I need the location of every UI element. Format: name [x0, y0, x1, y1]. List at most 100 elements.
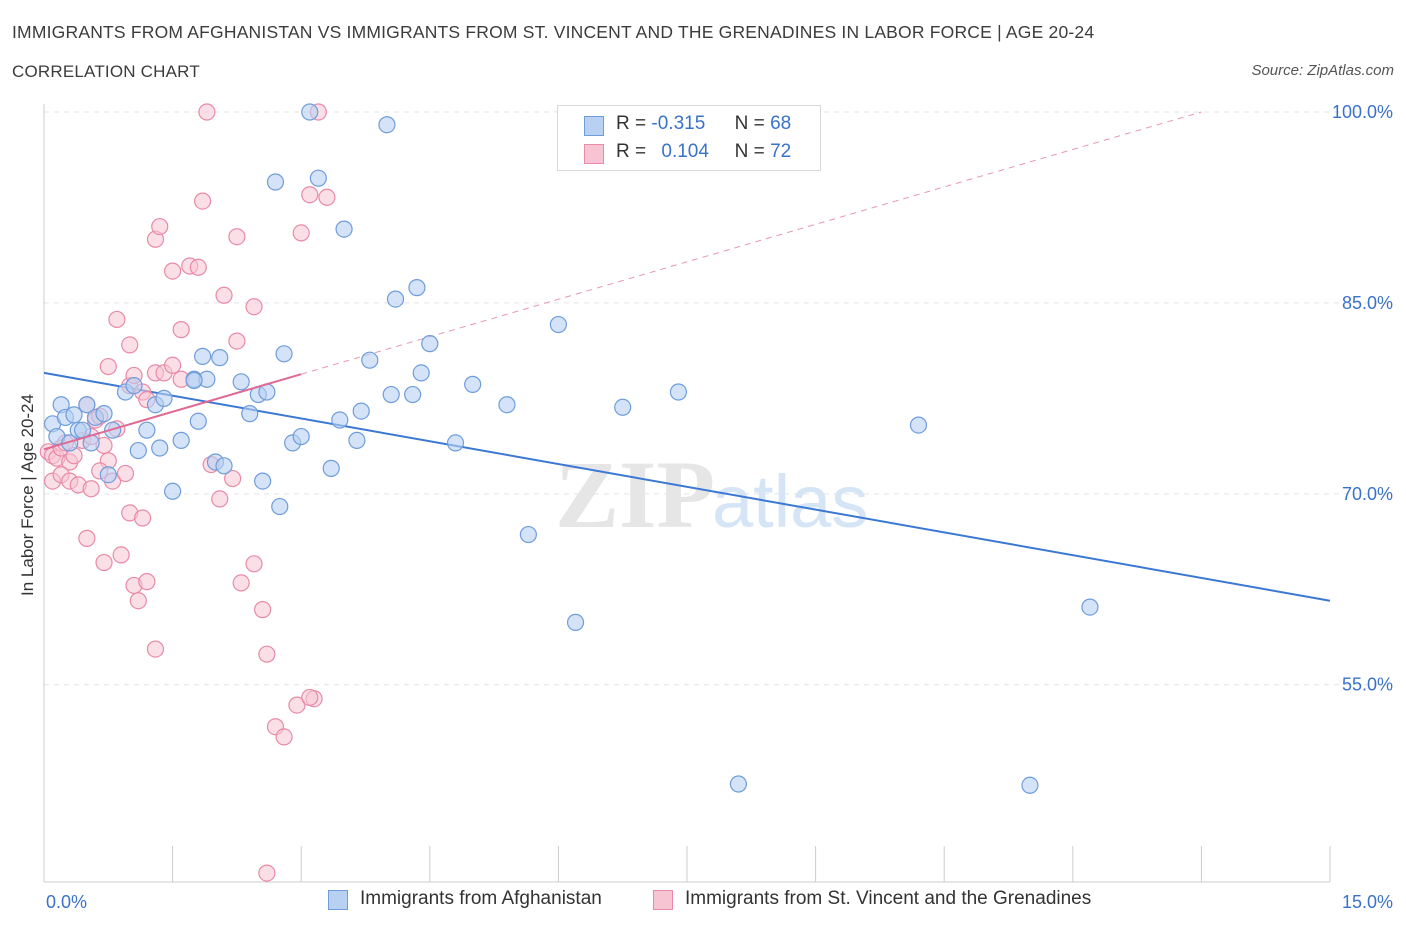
data-point-afghanistan: [498, 396, 516, 414]
data-point-st-vincent: [116, 464, 135, 483]
data-point-afghanistan: [185, 371, 203, 390]
chart-subtitle: CORRELATION CHART: [12, 62, 200, 81]
data-point-st-vincent: [82, 480, 100, 498]
data-point-afghanistan: [446, 434, 465, 452]
data-point-afghanistan: [215, 457, 233, 475]
data-point-afghanistan: [335, 220, 353, 238]
trend-line-st-vincent: [43, 373, 302, 451]
n-label: N =: [734, 113, 765, 134]
series-legend-label: Immigrants from St. Vincent and the Gren…: [685, 888, 1092, 909]
data-point-afghanistan: [172, 431, 190, 449]
data-point-afghanistan: [729, 775, 748, 793]
data-point-st-vincent: [258, 645, 276, 663]
data-point-afghanistan: [292, 427, 310, 446]
legend-swatch-pink: [653, 890, 673, 910]
data-point-afghanistan: [669, 383, 688, 401]
data-point-st-vincent: [99, 357, 117, 376]
data-point-afghanistan: [352, 402, 370, 420]
data-point-afghanistan: [519, 525, 537, 544]
data-point-afghanistan: [164, 482, 182, 500]
data-point-afghanistan: [99, 466, 117, 484]
data-point-afghanistan: [301, 103, 319, 121]
r-value-st-vincent: 0.104: [661, 141, 709, 162]
data-point-afghanistan: [232, 373, 250, 391]
data-point-afghanistan: [254, 472, 272, 490]
trend-line-st-vincent-extension: [301, 111, 1202, 375]
data-point-st-vincent: [245, 298, 263, 316]
data-point-st-vincent: [292, 224, 310, 242]
data-point-afghanistan: [1081, 598, 1099, 616]
x-tick-label: 15.0%: [1342, 892, 1393, 912]
data-point-afghanistan: [331, 411, 349, 429]
data-point-st-vincent: [189, 258, 207, 276]
data-point-st-vincent: [198, 103, 216, 121]
data-point-st-vincent: [194, 192, 212, 210]
data-point-afghanistan: [194, 347, 212, 365]
data-point-afghanistan: [129, 441, 147, 460]
data-point-afghanistan: [271, 497, 289, 516]
data-point-afghanistan: [151, 439, 169, 457]
data-point-afghanistan: [348, 431, 366, 449]
data-point-st-vincent: [138, 573, 156, 591]
data-point-st-vincent: [121, 336, 139, 354]
data-point-st-vincent: [224, 469, 242, 488]
series-legend-label: Immigrants from Afghanistan: [360, 888, 602, 909]
data-point-afghanistan: [386, 290, 405, 308]
data-point-afghanistan: [464, 375, 482, 393]
data-point-st-vincent: [301, 186, 319, 204]
data-point-st-vincent: [112, 546, 130, 564]
data-point-afghanistan: [382, 385, 400, 404]
data-point-st-vincent: [258, 864, 276, 882]
data-point-afghanistan: [412, 364, 430, 382]
data-point-afghanistan: [408, 279, 426, 297]
data-point-afghanistan: [1021, 776, 1039, 794]
data-point-afghanistan: [404, 385, 422, 404]
data-point-st-vincent: [133, 509, 152, 527]
data-point-afghanistan: [566, 613, 585, 631]
data-point-st-vincent: [215, 286, 233, 304]
data-point-afghanistan: [78, 396, 96, 414]
data-point-st-vincent: [288, 696, 306, 714]
watermark-atlas: atlas: [712, 460, 868, 543]
data-point-afghanistan: [421, 335, 439, 353]
data-point-st-vincent: [172, 321, 190, 339]
legend-swatch-blue: [328, 890, 348, 910]
r-label: R =: [616, 113, 647, 134]
data-point-afghanistan: [549, 315, 568, 334]
trend-line-afghanistan: [43, 371, 1331, 602]
n-label: N =: [734, 141, 765, 162]
data-point-afghanistan: [378, 116, 396, 134]
data-point-afghanistan: [275, 345, 293, 363]
data-point-afghanistan: [125, 377, 143, 395]
data-point-afghanistan: [95, 405, 113, 423]
watermark-zip: ZIP: [555, 441, 715, 548]
r-label: R =: [616, 141, 647, 162]
y-tick-label: 70.0%: [1342, 484, 1393, 504]
legend-swatch-pink: [584, 144, 604, 164]
x-tick-label: 0.0%: [46, 892, 87, 912]
y-tick-label: 85.0%: [1342, 293, 1393, 313]
data-point-afghanistan: [138, 421, 156, 439]
y-tick-label: 100.0%: [1332, 102, 1393, 122]
data-point-afghanistan: [309, 169, 327, 187]
chart-source: Source: ZipAtlas.com: [1251, 62, 1394, 79]
r-value-afghanistan: -0.315: [651, 113, 706, 134]
data-point-afghanistan: [322, 459, 340, 477]
n-value-st-vincent: 72: [770, 141, 792, 162]
data-point-afghanistan: [241, 405, 259, 423]
data-point-st-vincent: [301, 688, 319, 707]
data-point-afghanistan: [189, 412, 207, 430]
data-point-st-vincent: [108, 310, 126, 329]
data-point-st-vincent: [254, 601, 272, 619]
data-point-st-vincent: [129, 592, 147, 610]
data-point-st-vincent: [151, 217, 169, 236]
data-point-st-vincent: [245, 555, 263, 573]
data-point-st-vincent: [95, 553, 113, 572]
data-point-st-vincent: [228, 332, 246, 350]
data-point-afghanistan: [61, 434, 79, 452]
data-point-st-vincent: [164, 356, 182, 374]
data-point-st-vincent: [78, 529, 96, 547]
y-tick-label: 55.0%: [1342, 675, 1393, 695]
data-point-st-vincent: [164, 262, 182, 280]
